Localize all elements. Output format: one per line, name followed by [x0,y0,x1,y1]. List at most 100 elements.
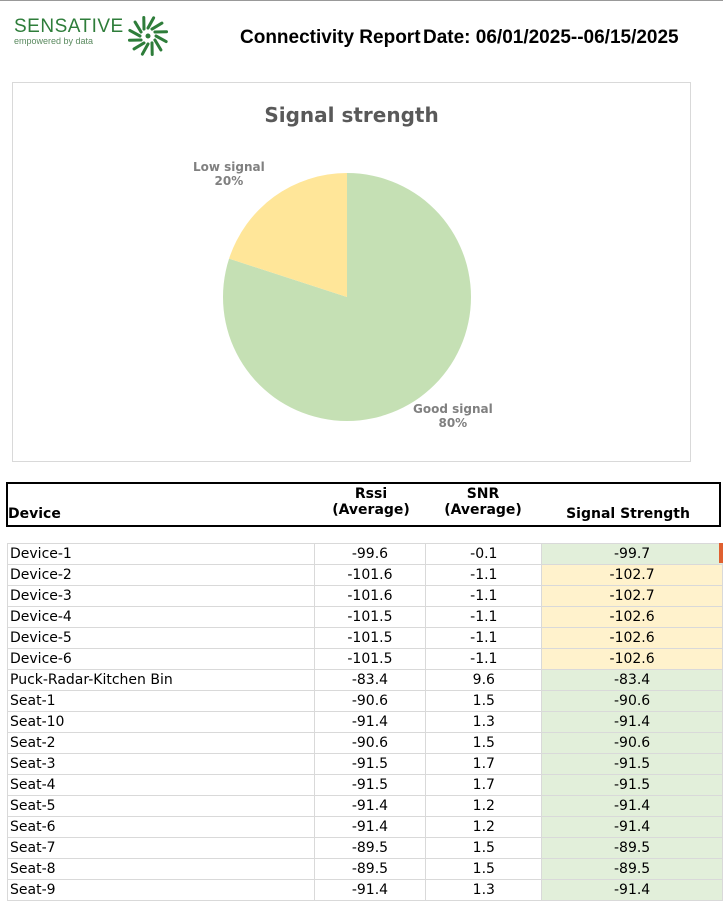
signal-strength-cell[interactable]: -102.7 [541,564,723,586]
rssi-cell[interactable]: -89.5 [313,858,427,880]
table-row: Seat-3 -91.5 1.7 -91.5 [7,753,723,775]
snr-cell[interactable]: 1.5 [425,858,543,880]
signal-strength-cell[interactable]: -102.7 [541,585,723,607]
snr-cell[interactable]: 1.7 [425,753,543,775]
table-row: Device-2 -101.6 -1.1 -102.7 [7,564,723,586]
table-row: Seat-1 -90.6 1.5 -90.6 [7,690,723,712]
table-row: Device-3 -101.6 -1.1 -102.7 [7,585,723,607]
low-signal-label: Low signal 20% [193,160,265,188]
signal-strength-cell[interactable]: -91.5 [541,753,723,775]
device-table: Device-1 -99.6 -0.1 -99.7 Device-2 -101.6 -1.1… [7,543,723,901]
snr-cell[interactable]: -1.1 [425,627,543,649]
signal-strength-cell[interactable]: -91.4 [541,816,723,838]
good-signal-label: Good signal 80% [413,402,493,430]
logo-tagline: empowered by data [14,36,94,46]
rssi-cell[interactable]: -91.5 [313,753,427,775]
cell-cursor-marker [719,543,723,563]
snr-cell[interactable]: -1.1 [425,564,543,586]
rssi-cell[interactable]: -90.6 [313,732,427,754]
signal-strength-cell[interactable]: -102.6 [541,606,723,628]
signal-strength-cell[interactable]: -90.6 [541,732,723,754]
table-row: Seat-8 -89.5 1.5 -89.5 [7,858,723,880]
rssi-cell[interactable]: -89.5 [313,837,427,859]
device-cell[interactable]: Seat-10 [7,711,315,733]
snr-cell[interactable]: -0.1 [425,543,543,565]
snr-cell[interactable]: -1.1 [425,585,543,607]
sunburst-logo-icon [127,15,169,57]
device-cell[interactable]: Seat-9 [7,879,315,901]
device-cell[interactable]: Device-4 [7,606,315,628]
table-row: Seat-6 -91.4 1.2 -91.4 [7,816,723,838]
device-cell[interactable]: Puck-Radar-Kitchen Bin [7,669,315,691]
signal-strength-cell[interactable]: -102.6 [541,627,723,649]
rssi-cell[interactable]: -101.5 [313,648,427,670]
rssi-cell[interactable]: -91.4 [313,879,427,901]
table-row: Device-4 -101.5 -1.1 -102.6 [7,606,723,628]
table-row: Seat-2 -90.6 1.5 -90.6 [7,732,723,754]
device-cell[interactable]: Seat-4 [7,774,315,796]
table-row: Puck-Radar-Kitchen Bin -83.4 9.6 -83.4 [7,669,723,691]
rssi-cell[interactable]: -101.5 [313,606,427,628]
table-row: Seat-7 -89.5 1.5 -89.5 [7,837,723,859]
device-cell[interactable]: Seat-1 [7,690,315,712]
rssi-cell[interactable]: -99.6 [313,543,427,565]
device-cell[interactable]: Device-1 [7,543,315,565]
device-cell[interactable]: Seat-8 [7,858,315,880]
signal-strength-cell[interactable]: -89.5 [541,837,723,859]
device-cell[interactable]: Seat-6 [7,816,315,838]
table-row: Device-5 -101.5 -1.1 -102.6 [7,627,723,649]
signal-strength-cell[interactable]: -102.6 [541,648,723,670]
device-cell[interactable]: Device-3 [7,585,315,607]
device-cell[interactable]: Device-6 [7,648,315,670]
rssi-cell[interactable]: -91.5 [313,774,427,796]
snr-cell[interactable]: 1.5 [425,690,543,712]
table-header: Device Rssi (Average) SNR (Average) Signal… [6,482,721,527]
pie-slice-low-signal[interactable] [229,173,347,297]
signal-strength-cell[interactable]: -91.5 [541,774,723,796]
signal-strength-cell[interactable]: -91.4 [541,795,723,817]
pie-chart [223,173,471,421]
signal-strength-cell[interactable]: -89.5 [541,858,723,880]
table-row: Seat-4 -91.5 1.7 -91.5 [7,774,723,796]
rssi-cell[interactable]: -101.5 [313,627,427,649]
rssi-cell[interactable]: -91.4 [313,711,427,733]
snr-cell[interactable]: 1.2 [425,795,543,817]
signal-strength-cell[interactable]: -99.7 [541,543,723,565]
rssi-cell[interactable]: -91.4 [313,795,427,817]
snr-cell[interactable]: -1.1 [425,606,543,628]
table-row: Seat-10 -91.4 1.3 -91.4 [7,711,723,733]
header-device: Device [8,506,61,522]
rssi-cell[interactable]: -90.6 [313,690,427,712]
rssi-cell[interactable]: -101.6 [313,564,427,586]
report-date: Date: 06/01/2025--06/15/2025 [423,27,679,48]
snr-cell[interactable]: 1.7 [425,774,543,796]
pie-slice-good-signal[interactable] [223,173,471,421]
device-cell[interactable]: Seat-7 [7,837,315,859]
device-cell[interactable]: Seat-2 [7,732,315,754]
logo-brand: SENSATIVE [14,16,124,37]
snr-cell[interactable]: -1.1 [425,648,543,670]
rssi-cell[interactable]: -91.4 [313,816,427,838]
header-rssi: Rssi (Average) [332,486,410,518]
snr-cell[interactable]: 1.3 [425,711,543,733]
snr-cell[interactable]: 1.3 [425,879,543,901]
signal-strength-chart[interactable]: Signal strength Low signal 20% Good signa… [12,82,691,462]
snr-cell[interactable]: 1.5 [425,837,543,859]
chart-title: Signal strength [264,103,439,127]
snr-cell[interactable]: 9.6 [425,669,543,691]
signal-strength-cell[interactable]: -90.6 [541,690,723,712]
top-border [0,0,723,1]
snr-cell[interactable]: 1.5 [425,732,543,754]
signal-strength-cell[interactable]: -91.4 [541,711,723,733]
device-cell[interactable]: Seat-3 [7,753,315,775]
snr-cell[interactable]: 1.2 [425,816,543,838]
device-cell[interactable]: Device-5 [7,627,315,649]
rssi-cell[interactable]: -101.6 [313,585,427,607]
signal-strength-cell[interactable]: -91.4 [541,879,723,901]
table-row: Seat-5 -91.4 1.2 -91.4 [7,795,723,817]
rssi-cell[interactable]: -83.4 [313,669,427,691]
device-cell[interactable]: Seat-5 [7,795,315,817]
device-cell[interactable]: Device-2 [7,564,315,586]
signal-strength-cell[interactable]: -83.4 [541,669,723,691]
header-snr: SNR (Average) [444,486,522,518]
